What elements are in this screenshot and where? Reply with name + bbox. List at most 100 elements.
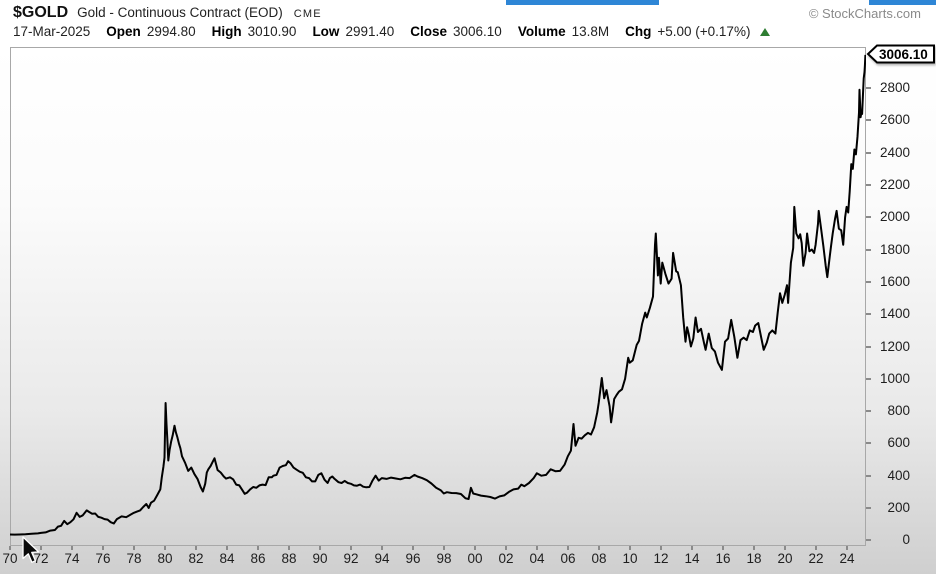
quote-row: 17-Mar-2025 Open 2994.80 High 3010.90 Low 299… [13,24,771,39]
y-tick-label: 0 [902,532,910,547]
x-tick-label: 18 [746,551,762,566]
y-tick [866,442,871,444]
x-tick [133,546,135,550]
y-tick [866,410,871,412]
stockcharts-credit-link[interactable]: © StockCharts.com [808,6,921,21]
x-tick [753,546,755,550]
y-tick-label: 2000 [879,209,910,224]
quote-volume-label: Volume [517,24,566,39]
x-tick [102,546,104,550]
quote-low-label: Low [312,24,340,39]
chart-region: 0 200 400 600 800 1000 1200 1400 1600 1800 2000 220… [0,45,936,574]
x-tick [71,546,73,550]
x-tick-label: 12 [653,551,669,566]
quote-close: Close 3006.10 [410,24,502,39]
y-tick [866,216,871,218]
x-tick [195,546,197,550]
change-up-arrow-icon [760,27,771,36]
x-tick [505,546,507,550]
gold-price-line [10,54,866,536]
x-tick [350,546,352,550]
x-tick [629,546,631,550]
y-tick-label: 400 [887,468,910,483]
x-tick-label: 76 [95,551,111,566]
y-tick-label: 200 [887,500,910,515]
y-tick [866,313,871,315]
y-tick-label: 2400 [879,145,910,160]
y-tick-label: 600 [887,435,910,450]
x-tick [319,546,321,550]
x-tick [226,546,228,550]
y-tick [866,119,871,121]
y-tick-label: 1200 [879,339,910,354]
x-tick-label: 22 [808,551,824,566]
y-tick-label: 1800 [879,242,910,257]
mouse-cursor-icon [22,536,40,563]
x-tick [288,546,290,550]
x-tick-label: 74 [64,551,80,566]
plot-frame [10,47,866,546]
y-tick-label: 800 [887,403,910,418]
price-chart-canvas[interactable] [10,47,866,546]
quote-volume-value: 13.8M [571,24,610,39]
quote-date: 17-Mar-2025 [13,24,91,39]
x-tick [598,546,600,550]
x-tick-label: 00 [467,551,483,566]
y-tick-label: 2800 [879,80,910,95]
x-tick [846,546,848,550]
x-tick-label: 80 [157,551,173,566]
y-tick-label: 2200 [879,177,910,192]
x-tick-label: 84 [219,551,235,566]
y-tick [866,378,871,380]
y-tick-label: 1400 [879,306,910,321]
x-tick [474,546,476,550]
y-tick-label: 2600 [879,112,910,127]
quote-high-label: High [211,24,242,39]
quote-low: Low 2991.40 [312,24,394,39]
quote-high: High 3010.90 [212,24,297,39]
y-tick [866,507,871,509]
last-price-value: 3006.10 [879,47,928,62]
x-tick-label: 04 [529,551,545,566]
quote-close-value: 3006.10 [453,24,502,39]
quote-low-value: 2991.40 [345,24,395,39]
x-tick [722,546,724,550]
y-tick [866,152,871,154]
x-tick [40,546,42,550]
x-tick-label: 06 [560,551,576,566]
quote-chg-value: +5.00 (+0.17%) [657,24,751,39]
x-tick-label: 10 [622,551,638,566]
x-tick [9,546,11,550]
quote-close-label: Close [410,24,448,39]
x-tick-label: 98 [436,551,452,566]
quote-open: Open 2994.80 [106,24,195,39]
y-tick [866,184,871,186]
x-tick [443,546,445,550]
y-tick-label: 1000 [879,371,910,386]
x-tick [381,546,383,550]
x-tick-label: 16 [715,551,731,566]
x-tick-label: 78 [126,551,142,566]
y-tick-label: 1600 [879,274,910,289]
security-name: Gold - Continuous Contract (EOD) [77,5,283,20]
ticker-symbol: $GOLD [13,4,69,21]
exchange-label: CME [293,8,322,20]
x-tick [660,546,662,550]
y-tick [866,249,871,251]
last-price-flag: 3006.10 [866,44,935,64]
quote-volume: Volume 13.8M [518,24,609,39]
x-tick [567,546,569,550]
x-tick [784,546,786,550]
x-tick-label: 70 [2,551,18,566]
x-tick-label: 86 [250,551,266,566]
x-tick [536,546,538,550]
x-tick-label: 20 [777,551,793,566]
y-tick [866,281,871,283]
x-tick-label: 08 [591,551,607,566]
x-tick [164,546,166,550]
x-tick-label: 94 [374,551,390,566]
top-overlay-bar [869,0,936,5]
y-tick [866,346,871,348]
quote-high-value: 3010.90 [247,24,297,39]
